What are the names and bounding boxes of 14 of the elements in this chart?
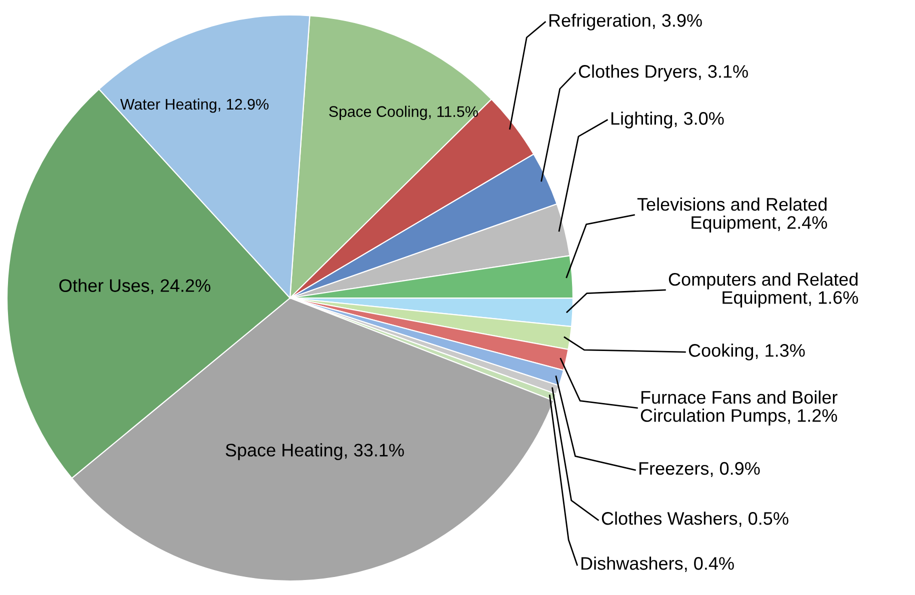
- slice-label: Lighting, 3.0%: [611, 112, 724, 128]
- slice-label: Space Heating, 33.1%: [226, 443, 404, 460]
- slice-label: Clothes Dryers, 3.1%: [578, 64, 748, 82]
- slice-label: Cooking, 1.3%: [688, 344, 805, 360]
- slice-label: Refrigeration, 3.9%: [549, 14, 702, 30]
- slice-label: Freezers, 0.9%: [639, 462, 760, 477]
- slice-label: Furnace Fans and Boiler Circulation Pumps, 1.2%: [640, 390, 838, 426]
- slice-label: Other Uses, 24.2%: [59, 278, 210, 294]
- slice-label: Televisions and Related Equipment, 2.4%: [637, 198, 828, 232]
- slice-label: Dishwashers, 0.4%: [581, 556, 734, 572]
- slice-label: Water Heating, 12.9%: [120, 98, 269, 113]
- slice-label: Space Cooling, 11.5%: [329, 106, 478, 120]
- slice-label: Clothes Washers, 0.5%: [602, 512, 788, 527]
- slice-label: Computers and Related Equipment, 1.6%: [668, 272, 858, 308]
